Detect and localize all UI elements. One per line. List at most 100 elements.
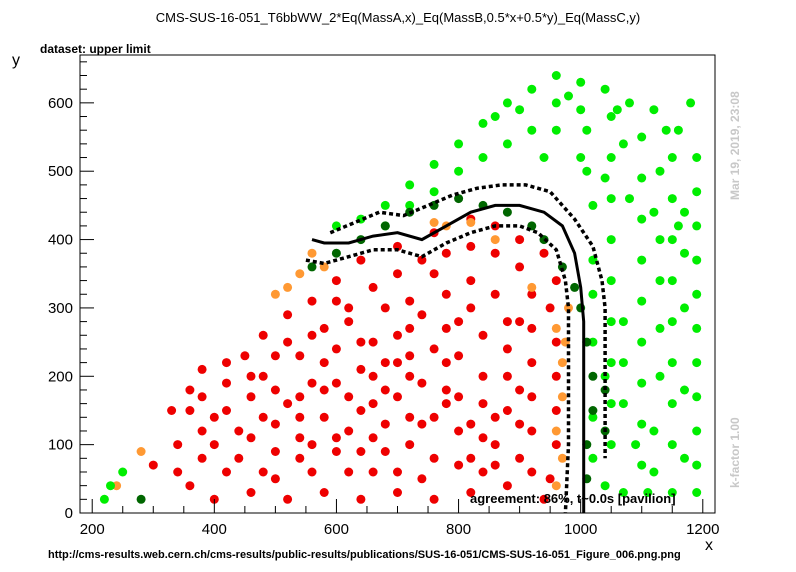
point-allowed-border xyxy=(588,371,598,381)
point-excluded xyxy=(466,488,476,497)
point-excluded xyxy=(405,440,415,450)
point-excluded xyxy=(331,344,341,354)
point-excluded xyxy=(356,364,366,374)
point-excluded xyxy=(466,241,476,251)
point-excluded xyxy=(417,255,427,265)
point-excluded xyxy=(319,412,329,422)
point-excluded xyxy=(393,488,402,497)
point-excluded xyxy=(283,399,293,409)
point-excluded xyxy=(478,399,488,409)
point-excluded xyxy=(551,276,561,286)
point-excluded xyxy=(539,494,549,504)
x-tick-label: 800 xyxy=(446,521,471,538)
source-url: http://cms-results.web.cern.ch/cms-resul… xyxy=(48,549,681,561)
point-allowed xyxy=(692,323,702,333)
exclusion-contours xyxy=(305,183,607,514)
point-excluded xyxy=(344,467,354,477)
axes: 200 400 600 800 1000 1200 0 100 200 300 400 500 600 xyxy=(48,54,719,538)
point-allowed xyxy=(692,488,702,497)
point-excluded xyxy=(331,296,341,306)
point-excluded xyxy=(246,488,256,497)
point-excluded xyxy=(356,447,366,456)
point-allowed xyxy=(99,494,109,504)
point-allowed xyxy=(673,221,683,231)
point-excluded xyxy=(319,385,329,395)
point-allowed xyxy=(625,194,634,204)
point-allowed xyxy=(606,317,616,327)
point-excluded xyxy=(368,371,378,381)
point-excluded xyxy=(356,337,366,347)
point-allowed xyxy=(405,200,415,210)
point-allowed xyxy=(576,77,586,87)
point-excluded xyxy=(356,406,366,415)
point-excluded xyxy=(527,323,537,333)
point-allowed xyxy=(454,166,464,176)
point-excluded xyxy=(344,317,354,327)
point-allowed xyxy=(692,221,702,231)
point-allowed xyxy=(606,276,616,286)
point-excluded xyxy=(502,344,512,354)
point-allowed xyxy=(637,460,647,470)
point-allowed-border xyxy=(588,406,598,415)
point-allowed xyxy=(667,399,677,409)
point-excluded xyxy=(515,262,525,272)
point-allowed xyxy=(667,194,677,204)
point-excluded xyxy=(185,385,195,395)
point-excluded xyxy=(490,440,500,450)
point-excluded xyxy=(356,255,366,265)
point-excluded xyxy=(283,494,293,504)
point-excluded xyxy=(240,351,250,361)
point-excluded xyxy=(270,385,280,395)
point-excluded xyxy=(344,392,354,402)
point-excluded xyxy=(551,337,561,347)
point-excluded xyxy=(197,392,207,402)
point-excluded xyxy=(545,303,555,313)
y-tick-label: 200 xyxy=(48,368,73,385)
agreement-text: agreement: 86%, t~0.0s [pavilion] xyxy=(470,491,676,506)
point-allowed xyxy=(606,112,616,121)
point-excluded xyxy=(454,317,464,327)
point-excluded xyxy=(368,337,378,347)
point-excluded xyxy=(466,453,476,463)
point-excluded xyxy=(429,269,439,279)
point-excluded xyxy=(527,289,537,299)
point-excluded xyxy=(319,488,329,497)
point-excluded xyxy=(502,481,512,491)
point-allowed xyxy=(680,453,689,463)
point-allowed xyxy=(454,139,464,149)
y-tick-label: 100 xyxy=(48,437,73,454)
point-excluded xyxy=(185,406,195,415)
point-excluded-border xyxy=(564,303,573,313)
point-excluded xyxy=(197,364,207,374)
point-excluded xyxy=(368,433,378,443)
point-excluded xyxy=(222,467,231,477)
point-excluded xyxy=(148,460,158,470)
point-excluded xyxy=(417,474,427,484)
point-excluded-border xyxy=(283,282,293,292)
point-excluded xyxy=(441,323,451,333)
point-allowed xyxy=(539,153,549,162)
point-excluded xyxy=(331,276,341,286)
point-excluded xyxy=(246,433,256,443)
point-excluded-border xyxy=(136,447,146,456)
point-allowed xyxy=(692,426,702,436)
point-allowed-border xyxy=(570,282,580,292)
point-excluded xyxy=(429,494,439,504)
point-allowed xyxy=(643,488,653,497)
point-excluded-border xyxy=(551,426,561,436)
point-excluded-border xyxy=(551,481,561,491)
point-excluded xyxy=(527,392,537,402)
point-allowed xyxy=(680,385,689,395)
point-excluded xyxy=(197,426,207,436)
point-allowed xyxy=(637,296,647,306)
point-allowed xyxy=(667,153,677,162)
point-excluded xyxy=(331,447,341,456)
point-allowed xyxy=(692,153,702,162)
point-excluded xyxy=(502,371,512,381)
point-allowed xyxy=(618,317,628,327)
point-allowed xyxy=(600,173,610,183)
point-allowed xyxy=(618,139,628,149)
point-allowed xyxy=(582,166,592,176)
point-excluded xyxy=(466,276,476,286)
point-excluded xyxy=(167,406,177,415)
